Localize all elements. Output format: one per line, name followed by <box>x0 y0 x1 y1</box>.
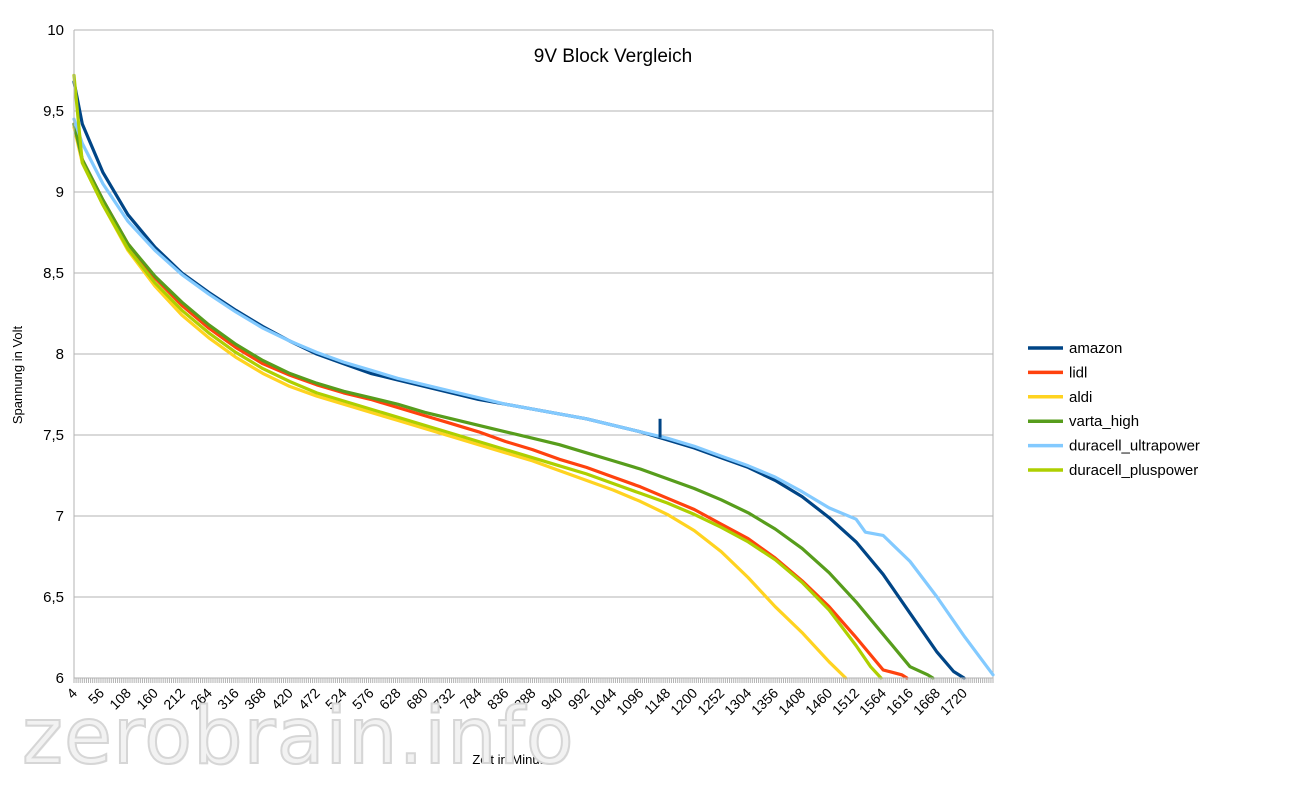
y-tick-label: 6,5 <box>43 589 64 606</box>
x-axis-label: Zeit in Minuten <box>472 752 557 767</box>
legend-label-lidl: lidl <box>1069 364 1087 381</box>
x-tick-label: 836 <box>484 685 512 713</box>
x-tick-label: 940 <box>538 685 566 713</box>
x-tick-label: 1720 <box>937 685 970 718</box>
y-tick-label: 7,5 <box>43 427 64 444</box>
x-tick-label: 368 <box>241 685 269 713</box>
x-tick-label: 1460 <box>802 685 835 718</box>
x-tick-label: 1564 <box>856 685 889 718</box>
x-tick-label: 316 <box>214 685 242 713</box>
series-line-duracell_ultrapower <box>72 117 995 677</box>
series-line-varta_high <box>72 122 935 680</box>
x-tick-label: 628 <box>376 685 404 713</box>
x-tick-label: 1616 <box>883 685 916 718</box>
x-tick-label: 420 <box>268 685 296 713</box>
x-tick-label: 1200 <box>667 685 700 718</box>
legend-label-duracell_ultrapower: duracell_ultrapower <box>1069 438 1200 455</box>
x-tick-label: 1096 <box>613 685 646 718</box>
x-tick-label: 784 <box>457 685 485 713</box>
x-tick-label: 1408 <box>775 685 808 718</box>
x-tick-label: 4 <box>63 685 80 702</box>
x-minor-ticks <box>73 678 994 683</box>
x-tick-label: 472 <box>295 685 323 713</box>
chart-title: 9V Block Vergleich <box>534 46 692 67</box>
x-tick-label: 212 <box>160 685 188 713</box>
legend-label-aldi: aldi <box>1069 389 1092 406</box>
y-tick-label: 8 <box>56 346 64 363</box>
y-axis-label: Spannung in Volt <box>10 325 25 424</box>
legend: amazon lidl aldi varta_high duracell_ultrapo… <box>1028 340 1200 479</box>
x-tick-label: 1044 <box>586 685 619 718</box>
x-tick-label: 576 <box>349 685 377 713</box>
x-tick-label: 1668 <box>910 685 943 718</box>
y-tick-label: 9,5 <box>43 103 64 120</box>
x-tick-label: 264 <box>187 685 215 713</box>
x-tick-label: 680 <box>403 685 431 713</box>
x-tick-label: 888 <box>511 685 539 713</box>
y-tick-label: 6 <box>56 670 64 687</box>
legend-label-duracell_pluspower: duracell_pluspower <box>1069 462 1198 479</box>
legend-label-amazon: amazon <box>1069 340 1122 357</box>
series-line-amazon <box>72 80 966 680</box>
y-tick-label: 10 <box>47 22 64 39</box>
plot-area <box>72 73 995 680</box>
x-tick-label: 524 <box>322 685 350 713</box>
y-tick-label: 9 <box>56 184 64 201</box>
y-tick-label: 7 <box>56 508 64 525</box>
x-tick-label: 56 <box>85 685 107 707</box>
x-axis: 4 56 108 160 212 264 316 368 420 472 524 576 628 680 7… <box>63 677 994 718</box>
x-tick-label: 1512 <box>829 685 862 718</box>
x-tick-label: 1148 <box>641 685 674 718</box>
x-tick-label: 160 <box>133 685 161 713</box>
x-tick-label: 108 <box>106 685 134 713</box>
x-tick-label: 1304 <box>721 685 754 718</box>
series-line-duracell_pluspower <box>72 73 883 680</box>
grid-lines <box>74 29 994 679</box>
x-tick-label: 732 <box>430 685 458 713</box>
x-tick-label: 1356 <box>748 685 781 718</box>
series-line-aldi <box>72 125 848 680</box>
y-tick-label: 8,5 <box>43 265 64 282</box>
x-tick-label: 1252 <box>694 685 727 718</box>
legend-label-varta_high: varta_high <box>1069 413 1139 430</box>
y-axis: 6 6,5 7 7,5 8 8,5 9 9,5 10 <box>43 22 75 687</box>
